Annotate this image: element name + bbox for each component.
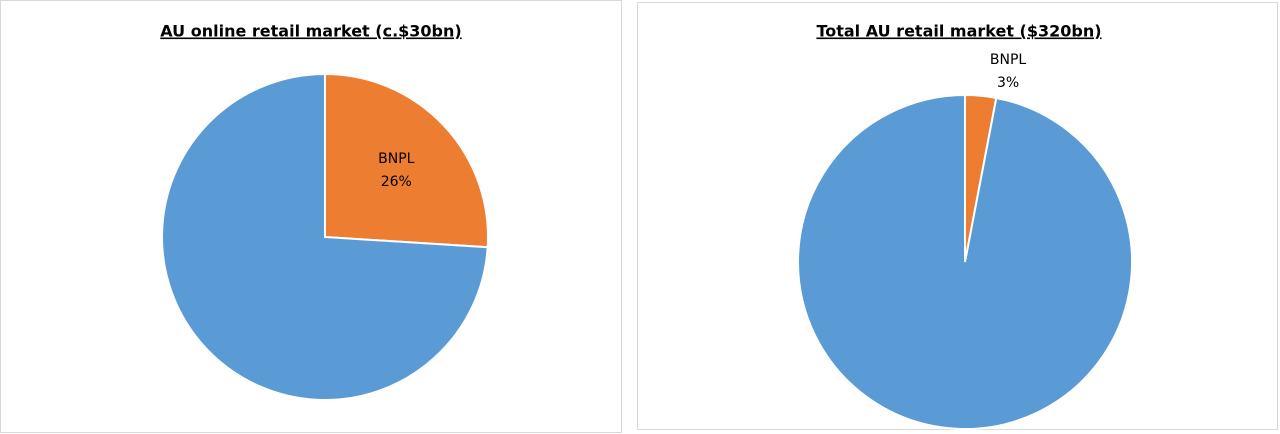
data-label: BNPL (378, 151, 415, 167)
pie-slice (324, 72, 489, 249)
chart-title: AU online retail market (c.$30bn) (160, 22, 461, 41)
data-label: BNPL (990, 52, 1027, 68)
pie-slice (161, 72, 489, 401)
pie-slice (797, 93, 1133, 430)
data-label: 26% (381, 174, 412, 190)
data-label: 3% (997, 75, 1019, 91)
chart-title: Total AU retail market ($320bn) (816, 22, 1101, 41)
